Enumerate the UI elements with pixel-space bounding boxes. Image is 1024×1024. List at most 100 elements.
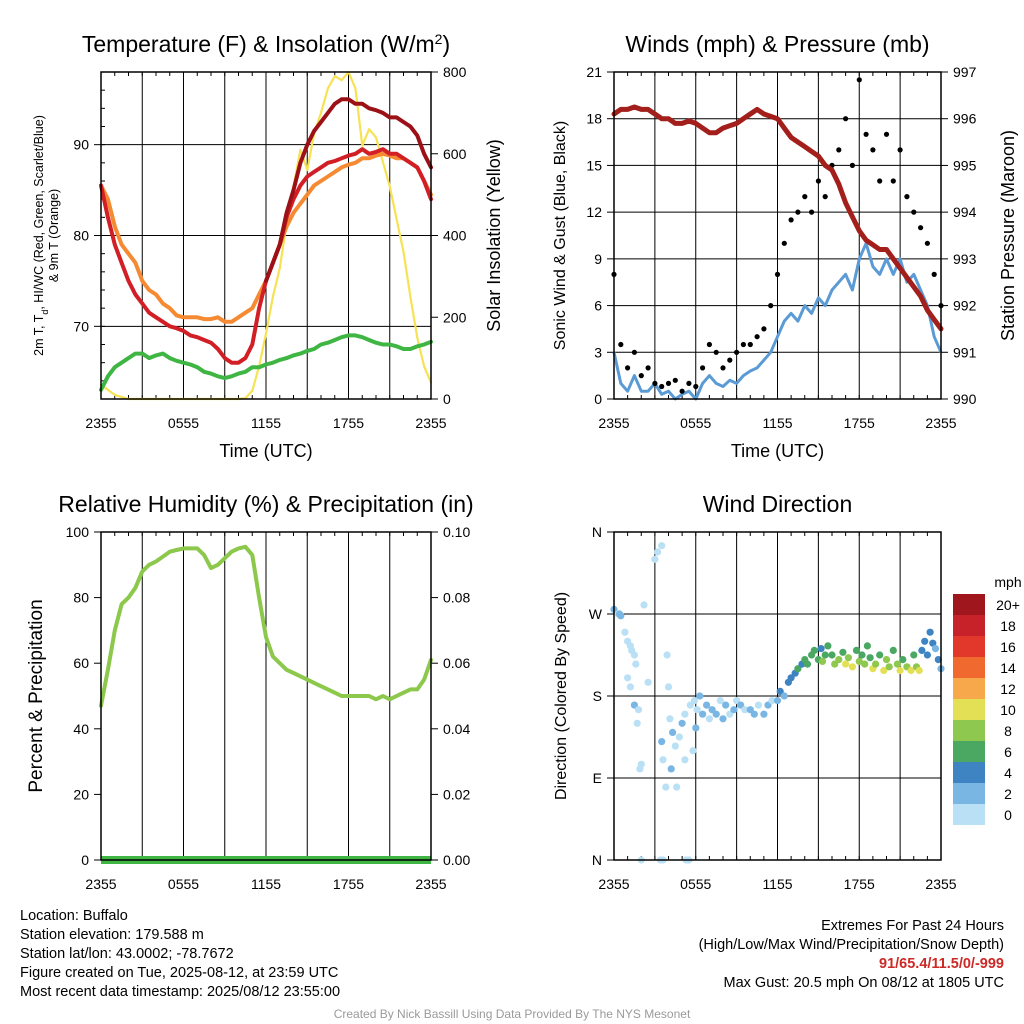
colorbar-label: 4 (1004, 765, 1012, 781)
gust-point (809, 209, 815, 215)
direction-point (931, 645, 940, 653)
y-tick-label: 20 (73, 786, 89, 802)
series-line-pressure (611, 104, 944, 332)
direction-point (705, 715, 714, 723)
x-tick-label: 1755 (333, 415, 364, 431)
gust-point (836, 147, 842, 153)
gust-point (720, 365, 726, 371)
gust-point (618, 341, 624, 348)
gust-point (781, 240, 787, 246)
colorbar-label: 8 (1004, 723, 1012, 739)
gust-point (788, 217, 794, 223)
elevation-text: Station elevation: 179.588 m (20, 927, 204, 943)
colorbar-label: 12 (1000, 681, 1016, 697)
x-tick-label: 1155 (762, 876, 792, 892)
gust-point (870, 147, 876, 153)
direction-point (658, 738, 666, 746)
gust-point (918, 225, 924, 231)
x-tick-label: 2355 (415, 415, 446, 431)
direction-point (659, 756, 667, 764)
direction-point (861, 660, 869, 668)
direction-point (921, 637, 929, 645)
gust-point (883, 131, 890, 137)
gust-point (877, 178, 883, 184)
gust-point (638, 373, 644, 379)
x-tick-label: 0555 (168, 415, 199, 431)
y2-tick-label: 0.06 (443, 655, 470, 671)
direction-point (852, 646, 861, 655)
colorbar-label: 20+ (996, 597, 1020, 613)
extremes-info: Extremes For Past 24 Hours (High/Low/Max… (699, 917, 1004, 993)
direction-point (896, 666, 904, 675)
y-axis-label: Direction (Colored By Speed) (553, 592, 570, 800)
colorbar-swatch (953, 594, 985, 615)
direction-point (910, 651, 918, 659)
colorbar-swatch (953, 678, 985, 699)
direction-point (817, 645, 825, 653)
gust-point (822, 194, 828, 200)
colorbar-label: 6 (1004, 744, 1012, 760)
recent-data-text: Most recent data timestamp: 2025/08/12 2… (20, 984, 341, 1000)
direction-point (923, 651, 932, 659)
extremes-values: 91/65.4/11.5/0/-999 (879, 956, 1004, 972)
direction-point (624, 674, 632, 682)
direction-point (671, 742, 679, 750)
y2-tick-label: 990 (953, 391, 977, 407)
y2-tick-label: 600 (443, 146, 467, 162)
credit-text: Created By Nick Bassill Using Data Provi… (333, 1007, 691, 1021)
direction-point (934, 656, 942, 664)
gust-point (904, 194, 910, 200)
gust-point (631, 349, 638, 355)
x-tick-label: 1755 (844, 876, 875, 892)
direction-point (842, 660, 850, 668)
gust-point (843, 116, 849, 122)
direction-point (722, 701, 730, 709)
x-tick-label: 0555 (168, 876, 199, 892)
direction-point (776, 687, 784, 696)
gust-point (734, 349, 740, 355)
plot-border (613, 71, 942, 400)
series-line-hi-wc (264, 97, 433, 283)
x-tick-label: 2355 (415, 876, 446, 892)
chart-title: Temperature (F) & Insolation (W/m2) (82, 31, 450, 57)
direction-point (630, 651, 639, 659)
direction-point (818, 657, 827, 666)
direction-point (651, 555, 659, 563)
y-tick-label: 100 (66, 524, 90, 540)
y-tick-label: 0 (594, 391, 602, 407)
gust-point (659, 383, 665, 390)
direction-point (828, 651, 836, 659)
panel-3: 2355 0555 1155 1755 2355 Relative Humidity (%… (26, 491, 474, 892)
direction-point (693, 706, 701, 714)
direction-point (640, 601, 648, 609)
direction-point (918, 646, 926, 655)
plot-border (613, 531, 942, 861)
direction-point (907, 666, 915, 675)
direction-point (835, 656, 843, 664)
direction-point (780, 692, 788, 700)
panel-1: 2355 0555 1155 1755 2355 Temperature (F) & In… (32, 31, 504, 461)
direction-point (899, 656, 907, 664)
direction-point (848, 663, 857, 671)
direction-point (644, 678, 652, 686)
title-superscript: 2 (435, 31, 443, 47)
series-line-rh (99, 544, 433, 708)
direction-point (630, 701, 639, 709)
direction-point (866, 654, 874, 662)
y-tick-label: 70 (73, 318, 89, 334)
direction-point (760, 710, 768, 718)
gust-point (625, 365, 631, 371)
gust-point (849, 162, 856, 168)
y2-axis-label: Station Pressure (Maroon) (998, 130, 1018, 341)
direction-point (872, 660, 880, 668)
direction-point (689, 747, 697, 755)
extremes-legend: (High/Low/Max Wind/Precipitation/Snow De… (698, 937, 1004, 953)
colorbar-label: 0 (1004, 807, 1012, 823)
x-tick-label: 2355 (598, 415, 629, 431)
max-gust-text: Max Gust: 20.5 mph On 08/12 at 1805 UTC (723, 975, 1004, 991)
gust-point (713, 349, 719, 355)
direction-point (889, 646, 897, 655)
y-tick-label: 12 (586, 204, 602, 220)
colorbar-label: 18 (1000, 618, 1016, 634)
direction-point (662, 783, 670, 791)
